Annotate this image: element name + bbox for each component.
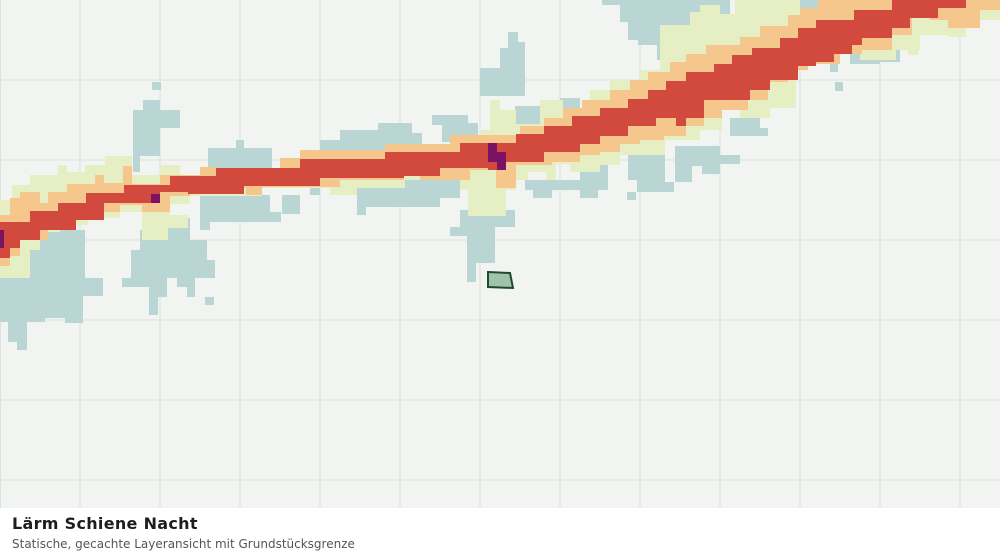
parcel-boundary bbox=[487, 270, 515, 290]
map-caption: Lärm Schiene Nacht Statische, gecachte L… bbox=[0, 508, 1000, 560]
map-subtitle: Statische, gecachte Layeransicht mit Gru… bbox=[12, 537, 355, 551]
noise-zone-very-high bbox=[0, 0, 966, 258]
noise-zone-extreme bbox=[0, 143, 506, 248]
map-title: Lärm Schiene Nacht bbox=[12, 514, 198, 533]
map-canvas bbox=[0, 0, 1000, 508]
